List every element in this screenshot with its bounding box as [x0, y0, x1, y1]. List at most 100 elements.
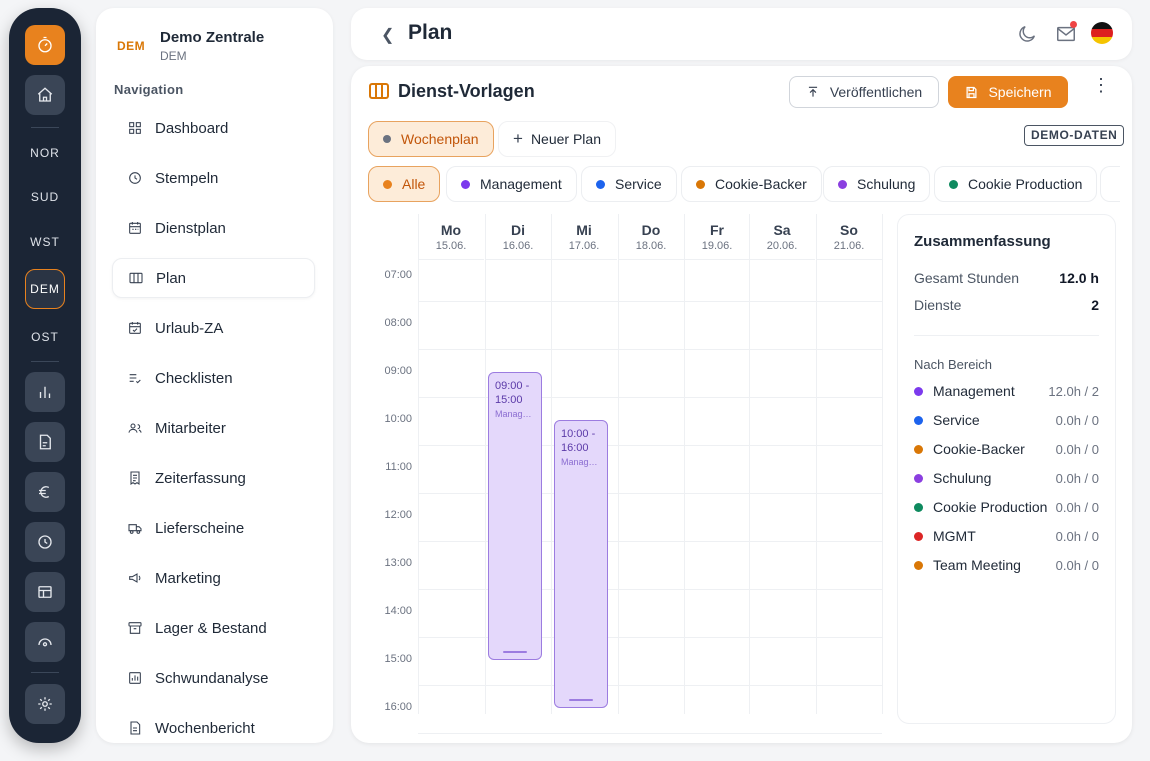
nav-item-lieferscheine[interactable]: Lieferscheine — [112, 508, 315, 548]
document-icon — [130, 721, 141, 735]
users-icon — [128, 423, 142, 433]
nav-item-label: Mitarbeiter — [155, 419, 226, 437]
grid-icon — [129, 122, 141, 134]
day-name: Fr — [710, 222, 724, 238]
home-icon[interactable] — [25, 75, 65, 115]
summary-divider — [914, 335, 1099, 336]
summary-panel: Zusammenfassung Gesamt Stunden 12.0 h Di… — [897, 214, 1116, 724]
filter-service[interactable]: Service — [581, 166, 677, 202]
moon-icon[interactable] — [1016, 23, 1038, 45]
day-header-do[interactable]: Do 18.06. — [618, 214, 684, 260]
day-name: Sa — [773, 222, 791, 238]
publish-button[interactable]: Veröffentlichen — [789, 76, 939, 108]
publish-label: Veröffentlichen — [829, 84, 923, 100]
filter-management[interactable]: Management — [446, 166, 577, 202]
day-name: Mo — [440, 222, 462, 238]
settings-icon[interactable] — [25, 684, 65, 724]
filter-alle[interactable]: Alle — [368, 166, 441, 202]
location-ost[interactable]: OST — [31, 330, 59, 344]
more-options-icon[interactable]: ⋮ — [1092, 75, 1110, 95]
nav-item-stempeln[interactable]: Stempeln — [112, 158, 315, 198]
grid-row-line — [418, 349, 882, 350]
rail-divider — [31, 672, 59, 673]
filter-label: Management — [480, 176, 562, 192]
megaphone-icon — [129, 573, 141, 583]
area-row: Cookie Production 0.0h / 0 — [914, 499, 1099, 515]
day-header-mi[interactable]: Mi 17.06. — [551, 214, 617, 260]
table-icon[interactable] — [25, 572, 65, 612]
nav-item-dashboard[interactable]: Dashboard — [112, 108, 315, 148]
location-dem[interactable]: DEM — [25, 269, 65, 309]
timer-icon[interactable] — [25, 25, 65, 65]
area-color-dot — [914, 415, 923, 425]
time-label: 14:00 — [384, 605, 412, 617]
day-header-sa[interactable]: Sa 20.06. — [749, 214, 815, 260]
location-wst[interactable]: WST — [30, 235, 60, 249]
time-label: 16:00 — [384, 701, 412, 713]
grid-row-line — [418, 541, 882, 542]
org-name[interactable]: Demo Zentrale — [160, 29, 265, 46]
location-sud[interactable]: SUD — [30, 190, 60, 204]
nav-item-zeiterfassung[interactable]: Zeiterfassung — [112, 458, 315, 498]
nav-item-wochenbericht[interactable]: Wochenbericht — [112, 708, 315, 748]
nav-item-label: Urlaub-ZA — [155, 319, 224, 337]
upload-icon — [808, 86, 817, 97]
filter-overflow-hint — [1100, 166, 1120, 202]
by-area-heading: Nach Bereich — [914, 357, 993, 372]
day-header-fr[interactable]: Fr 19.06. — [684, 214, 750, 260]
euro-icon[interactable] — [25, 472, 65, 512]
grid-column-line — [485, 214, 486, 714]
new-plan-button[interactable]: + Neuer Plan — [498, 121, 616, 157]
filter-color-dot — [696, 179, 705, 189]
filter-schulung[interactable]: Schulung — [823, 166, 931, 202]
nav-item-schwundanalyse[interactable]: Schwundanalyse — [112, 658, 315, 698]
plan-tab-wochenplan[interactable]: Wochenplan — [368, 121, 494, 157]
shift-event[interactable]: 09:00 - 15:00 Management — [488, 372, 542, 660]
time-label: 15:00 — [384, 653, 412, 665]
area-row: MGMT 0.0h / 0 — [914, 528, 1099, 544]
day-header-mo[interactable]: Mo 15.06. — [418, 214, 484, 260]
day-name: Mi — [576, 222, 592, 238]
nav-item-label: Dashboard — [155, 119, 229, 137]
receipt-icon — [130, 471, 140, 485]
org-badge: DEM — [117, 39, 146, 53]
time-label: 12:00 — [384, 509, 412, 521]
nav-item-dienstplan[interactable]: Dienstplan — [112, 208, 315, 248]
grid-row-line — [418, 445, 882, 446]
resize-handle[interactable] — [503, 651, 527, 653]
resize-handle[interactable] — [569, 699, 593, 701]
shift-event[interactable]: 10:00 - 16:00 Management — [554, 420, 608, 708]
clock-icon — [129, 172, 141, 184]
filter-cookie-production[interactable]: Cookie Production — [934, 166, 1098, 202]
nav-item-checklisten[interactable]: Checklisten — [112, 358, 315, 398]
calendar-check-icon — [129, 322, 141, 334]
save-button[interactable]: Speichern — [948, 76, 1068, 108]
report-icon[interactable] — [25, 422, 65, 462]
german-flag-icon[interactable] — [1091, 22, 1113, 44]
nav-item-lager-bestand[interactable]: Lager & Bestand — [112, 608, 315, 648]
day-header-so[interactable]: So 21.06. — [816, 214, 882, 260]
grid-column-line — [618, 214, 619, 714]
notification-dot — [1070, 21, 1077, 28]
bar-chart-icon[interactable] — [25, 372, 65, 412]
location-nor[interactable]: NOR — [30, 146, 60, 160]
grid-row-line — [418, 301, 882, 302]
filter-color-dot — [838, 179, 847, 189]
day-header-di[interactable]: Di 16.06. — [485, 214, 551, 260]
nav-heading: Navigation — [114, 82, 184, 97]
area-name: Management — [933, 383, 1015, 399]
summary-title: Zusammenfassung — [914, 233, 1051, 250]
area-color-dot — [914, 560, 923, 570]
chevron-left-icon[interactable]: ❮ — [381, 27, 395, 44]
nav-item-urlaub-za[interactable]: Urlaub-ZA — [112, 308, 315, 348]
gauge-icon[interactable] — [25, 622, 65, 662]
mail-icon[interactable] — [1055, 21, 1077, 45]
icon-rail: NOR SUD WST DEM OST — [9, 8, 81, 743]
area-value: 0.0h / 0 — [1055, 441, 1099, 457]
nav-item-mitarbeiter[interactable]: Mitarbeiter — [112, 408, 315, 448]
page-title: Plan — [408, 21, 453, 44]
filter-cookie-backer[interactable]: Cookie-Backer — [681, 166, 822, 202]
nav-item-marketing[interactable]: Marketing — [112, 558, 315, 598]
nav-item-plan[interactable]: Plan — [112, 258, 315, 298]
stopwatch-icon[interactable] — [25, 522, 65, 562]
